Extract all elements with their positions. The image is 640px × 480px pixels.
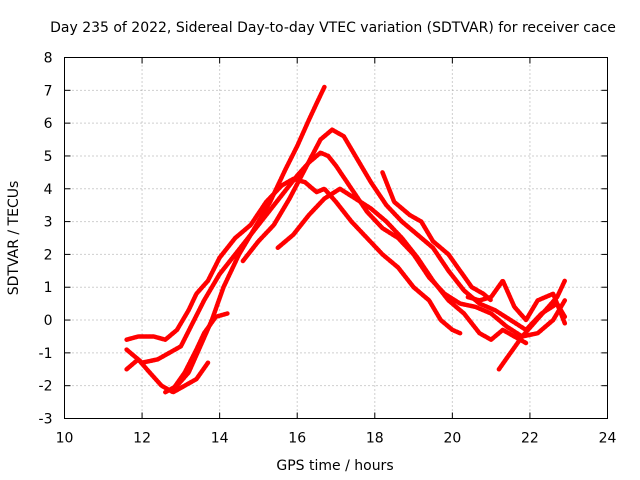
x-tick-label: 10 <box>56 431 74 447</box>
x-tick-labels: 10 12 14 16 18 20 22 24 <box>56 431 617 447</box>
series-pass-7 <box>275 186 529 346</box>
series-pass-2 <box>124 150 568 365</box>
x-tick-label: 24 <box>599 431 617 447</box>
x-tick-label: 16 <box>288 431 306 447</box>
chart-title: Day 235 of 2022, Sidereal Day-to-day VTE… <box>50 20 616 36</box>
series-pass-6 <box>240 127 568 333</box>
series-pass-8 <box>380 170 494 303</box>
x-axis-label: GPS time / hours <box>276 458 393 474</box>
x-tick-label: 18 <box>366 431 384 447</box>
data-series <box>124 84 568 395</box>
y-tick-label: 2 <box>44 247 53 263</box>
y-tick-label: 4 <box>44 182 53 198</box>
series-pass-5 <box>170 311 230 392</box>
grid-lines <box>64 57 608 419</box>
x-tick-label: 14 <box>211 431 229 447</box>
y-tick-label: 0 <box>44 313 53 329</box>
x-tick-label: 22 <box>521 431 539 447</box>
y-tick-label: -2 <box>39 379 53 395</box>
x-tick-label: 20 <box>443 431 461 447</box>
axis-ticks <box>64 57 608 419</box>
y-axis-label: SDTVAR / TECUs <box>6 181 22 296</box>
series-pass-10 <box>465 278 568 326</box>
x-tick-label: 12 <box>133 431 151 447</box>
y-tick-label: 6 <box>44 116 53 132</box>
series-pass-9 <box>496 278 568 372</box>
y-tick-label: 3 <box>44 215 53 231</box>
plot-frame <box>64 57 608 419</box>
y-tick-label: 5 <box>44 149 53 165</box>
y-tick-labels: -3 -2 -1 0 1 2 3 4 5 6 7 8 <box>39 51 53 428</box>
y-tick-label: 7 <box>44 83 53 99</box>
y-tick-label: -3 <box>39 412 53 428</box>
y-tick-label: -1 <box>39 346 53 362</box>
series-pass-1 <box>124 176 463 342</box>
y-tick-label: 1 <box>44 280 53 296</box>
series-pass-4 <box>163 84 327 395</box>
series-pass-3 <box>124 357 211 395</box>
y-tick-label: 8 <box>44 51 53 67</box>
